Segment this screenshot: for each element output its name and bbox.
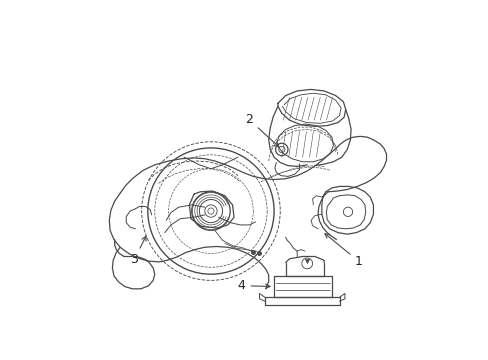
- Text: 2: 2: [245, 113, 278, 147]
- Text: 1: 1: [325, 234, 362, 268]
- Text: 4: 4: [237, 279, 269, 292]
- Text: 3: 3: [130, 236, 146, 266]
